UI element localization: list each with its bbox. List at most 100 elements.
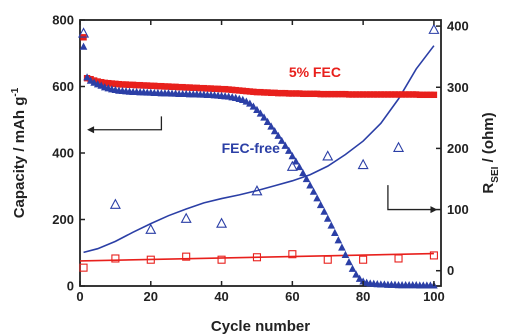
y-left-tick-label: 200 [52, 212, 74, 227]
data-point [429, 251, 438, 260]
data-point [151, 82, 158, 90]
data-point [409, 91, 416, 98]
data-point [395, 91, 402, 98]
y-left-tick-label: 800 [52, 13, 74, 28]
data-point [260, 89, 268, 96]
data-point [182, 84, 190, 91]
data-point [154, 82, 162, 90]
y-right-tick-label: 300 [447, 80, 469, 95]
y-right-tick-label: 100 [447, 202, 469, 217]
left-axis-arrowhead [87, 126, 95, 134]
x-axis-title: Cycle number [211, 318, 310, 335]
data-point [111, 254, 120, 263]
x-tick-label: 80 [356, 289, 370, 304]
data-point [172, 83, 179, 91]
annotation-5pct-fec: 5% FEC [289, 64, 341, 80]
data-point [256, 109, 265, 117]
data-point [218, 85, 225, 93]
y-left-tick-label: 600 [52, 79, 74, 94]
data-point [270, 127, 279, 135]
data-point [323, 255, 332, 264]
data-point [277, 136, 286, 144]
data-point [146, 255, 155, 264]
data-point [158, 82, 165, 90]
y-left-axis-title: Capacity / mAh g-1 [10, 87, 28, 218]
data-point [175, 83, 183, 91]
data-point [313, 90, 321, 98]
data-point [214, 85, 222, 93]
data-point [338, 90, 346, 98]
y-right-title-unit: / (ohm) [480, 112, 497, 166]
y-left-title-sup: -1 [10, 87, 21, 96]
data-point [381, 91, 388, 98]
data-point [349, 91, 356, 98]
data-point [285, 90, 293, 97]
left-axis-arrow [90, 116, 163, 131]
data-point [243, 87, 250, 95]
data-point [168, 83, 176, 91]
data-point [182, 252, 191, 261]
y-left-tick-label: 0 [67, 279, 74, 294]
data-point [292, 90, 300, 97]
x-tick-label: 60 [285, 289, 299, 304]
data-point [246, 99, 254, 107]
data-point [147, 82, 154, 90]
right-axis-arrowhead [430, 206, 438, 214]
data-point [119, 81, 126, 88]
data-point [145, 223, 157, 234]
data-point [302, 174, 311, 183]
axis-arrows [87, 116, 438, 214]
data-point [405, 91, 413, 98]
data-point [232, 86, 239, 94]
data-point [427, 91, 434, 99]
data-point [391, 91, 399, 98]
data-point [341, 250, 350, 258]
data-point [278, 89, 285, 97]
data-point [359, 91, 367, 98]
data-point [204, 85, 211, 92]
data-point [388, 91, 395, 98]
data-point [331, 228, 339, 236]
data-point [257, 88, 264, 96]
data-point [260, 113, 268, 121]
data-point [322, 150, 334, 161]
y-right-title-main: R [480, 183, 497, 194]
data-point [423, 91, 431, 99]
data-point [316, 200, 325, 209]
data-point [133, 81, 140, 89]
data-point [345, 258, 353, 266]
data-point [267, 122, 275, 130]
data-point [321, 90, 328, 98]
data-point [79, 263, 88, 272]
data-point [161, 83, 169, 90]
data-point [108, 80, 116, 87]
data-point [313, 194, 321, 202]
data-point [263, 117, 272, 125]
data-point [228, 86, 236, 94]
data-point [328, 90, 335, 98]
data-point [221, 85, 229, 93]
data-point [253, 105, 261, 113]
y-left-tick-label: 400 [52, 146, 74, 161]
data-point [394, 254, 403, 263]
data-point [317, 90, 324, 98]
data-point [253, 88, 261, 96]
data-point [105, 79, 112, 87]
data-point [323, 214, 332, 222]
fit-line [83, 45, 435, 254]
data-point [267, 89, 275, 97]
data-point [335, 90, 342, 98]
data-point [356, 91, 363, 98]
data-point [420, 91, 427, 99]
data-point [239, 87, 247, 95]
data-point [338, 243, 346, 251]
data-point [367, 91, 374, 98]
data-point [250, 88, 257, 96]
data-point [122, 81, 130, 88]
annotation-fec-free: FEC-free [222, 140, 281, 156]
data-point [355, 274, 364, 282]
data-point [416, 91, 423, 99]
data-point [271, 89, 278, 97]
data-point [216, 217, 228, 228]
